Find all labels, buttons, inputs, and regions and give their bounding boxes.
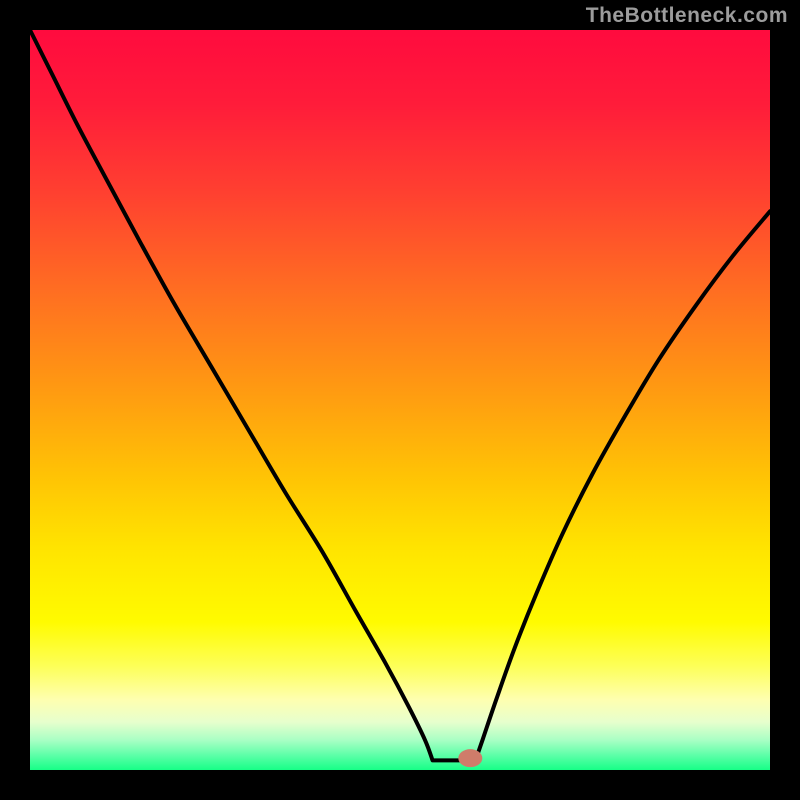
chart-stage: TheBottleneck.com bbox=[0, 0, 800, 800]
watermark-text: TheBottleneck.com bbox=[586, 4, 788, 28]
optimal-point-marker[interactable] bbox=[458, 749, 482, 767]
plot-area bbox=[30, 30, 770, 770]
chart-svg bbox=[0, 0, 800, 800]
